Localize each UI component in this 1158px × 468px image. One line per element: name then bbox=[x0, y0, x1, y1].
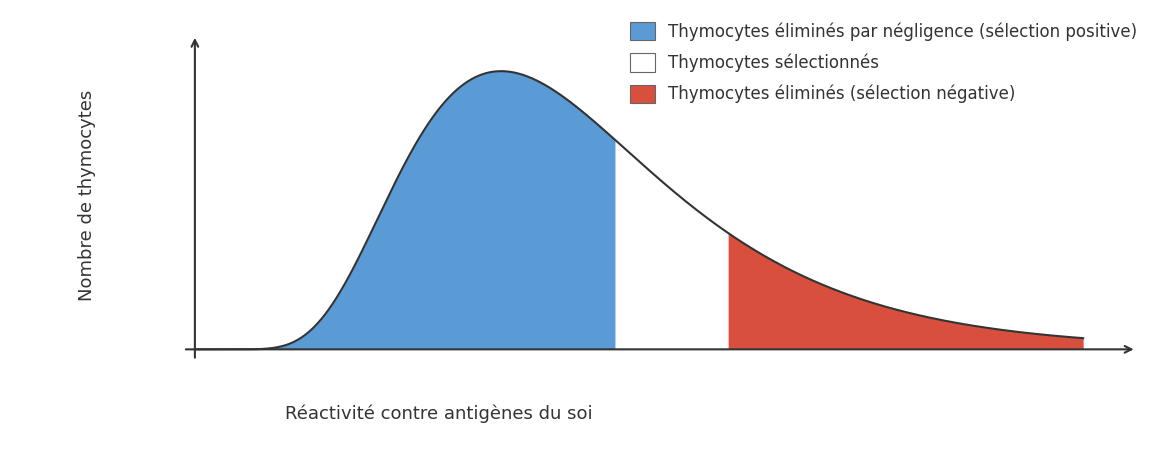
Text: Réactivité contre antigènes du soi: Réactivité contre antigènes du soi bbox=[285, 405, 593, 423]
Legend: Thymocytes éliminés par négligence (sélection positive), Thymocytes sélectionnés: Thymocytes éliminés par négligence (séle… bbox=[623, 15, 1144, 110]
Text: Nombre de thymocytes: Nombre de thymocytes bbox=[78, 89, 96, 300]
